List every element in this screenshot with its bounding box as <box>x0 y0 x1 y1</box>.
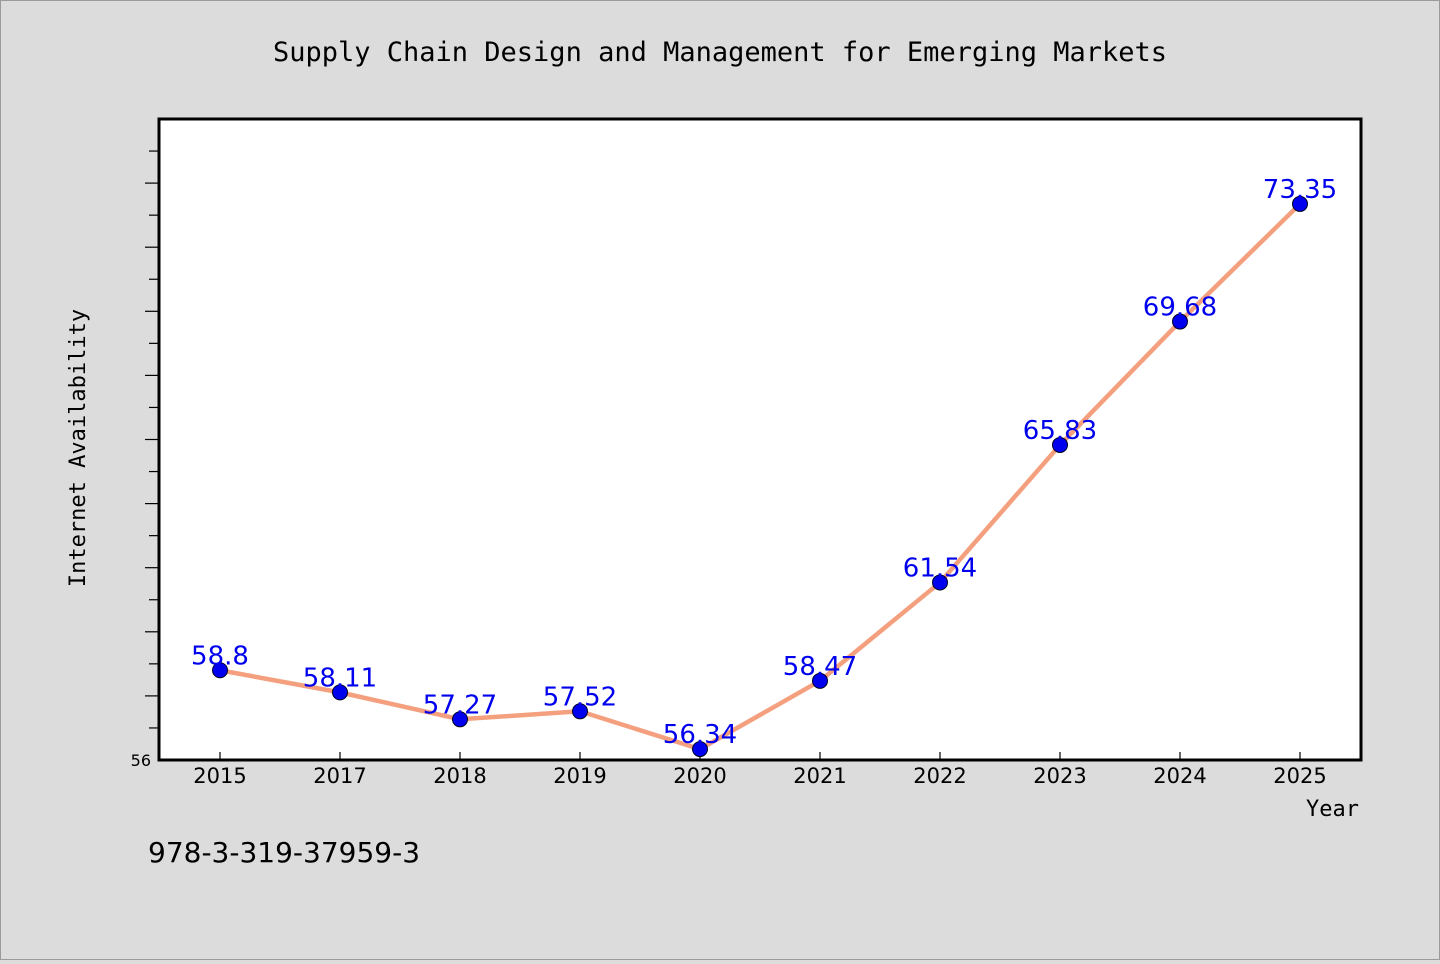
series-line-group <box>217 201 1303 752</box>
x-axis-title: Year <box>1306 797 1359 822</box>
data-point <box>452 711 468 728</box>
x-tick-label: 2019 <box>553 764 606 788</box>
data-labels: 58.8 58.11 57.27 57.52 56.34 58.47 61.54 65.83 6… <box>191 175 1337 750</box>
data-point <box>1292 195 1308 212</box>
data-point <box>212 662 228 679</box>
x-axis-tick-labels: 2015 2017 2018 2019 2020 2021 2022 2023 2024 2025 <box>193 752 1327 788</box>
x-tick-label: 2024 <box>1153 764 1206 788</box>
data-label: 61.54 <box>903 553 977 583</box>
data-point <box>332 684 348 701</box>
data-point <box>692 741 708 758</box>
data-label: 57.52 <box>543 682 617 712</box>
data-label: 56.34 <box>663 720 737 750</box>
plot-area <box>157 117 1363 762</box>
data-point <box>1172 313 1188 330</box>
x-tick-label: 2022 <box>913 764 966 788</box>
data-label: 73.35 <box>1263 175 1337 205</box>
x-tick-label: 2018 <box>433 764 486 788</box>
x-tick-label: 2015 <box>193 764 246 788</box>
x-tick-label: 2023 <box>1033 764 1086 788</box>
data-point <box>932 574 948 591</box>
data-markers <box>212 195 1308 758</box>
y-axis-ticks <box>145 150 159 729</box>
y-tick-label-min: 56 <box>131 751 151 770</box>
chart-title: Supply Chain Design and Management for E… <box>273 37 1167 68</box>
x-tick-label: 2020 <box>673 764 726 788</box>
y-axis-title: Internet Availability <box>66 309 91 587</box>
data-label: 58.47 <box>783 652 857 682</box>
x-tick-label: 2017 <box>313 764 366 788</box>
data-label: 58.11 <box>303 663 377 693</box>
isbn-text: 978-3-319-37959-3 <box>148 836 420 869</box>
x-tick-label: 2021 <box>793 764 846 788</box>
data-label: 58.8 <box>191 641 249 671</box>
data-label: 57.27 <box>423 690 497 720</box>
data-point <box>1052 436 1068 453</box>
data-point <box>812 672 828 689</box>
data-label: 69.68 <box>1143 293 1217 323</box>
x-tick-label: 2025 <box>1273 764 1326 788</box>
data-point <box>572 703 588 720</box>
series-line <box>217 201 1303 752</box>
data-label: 65.83 <box>1023 416 1097 446</box>
